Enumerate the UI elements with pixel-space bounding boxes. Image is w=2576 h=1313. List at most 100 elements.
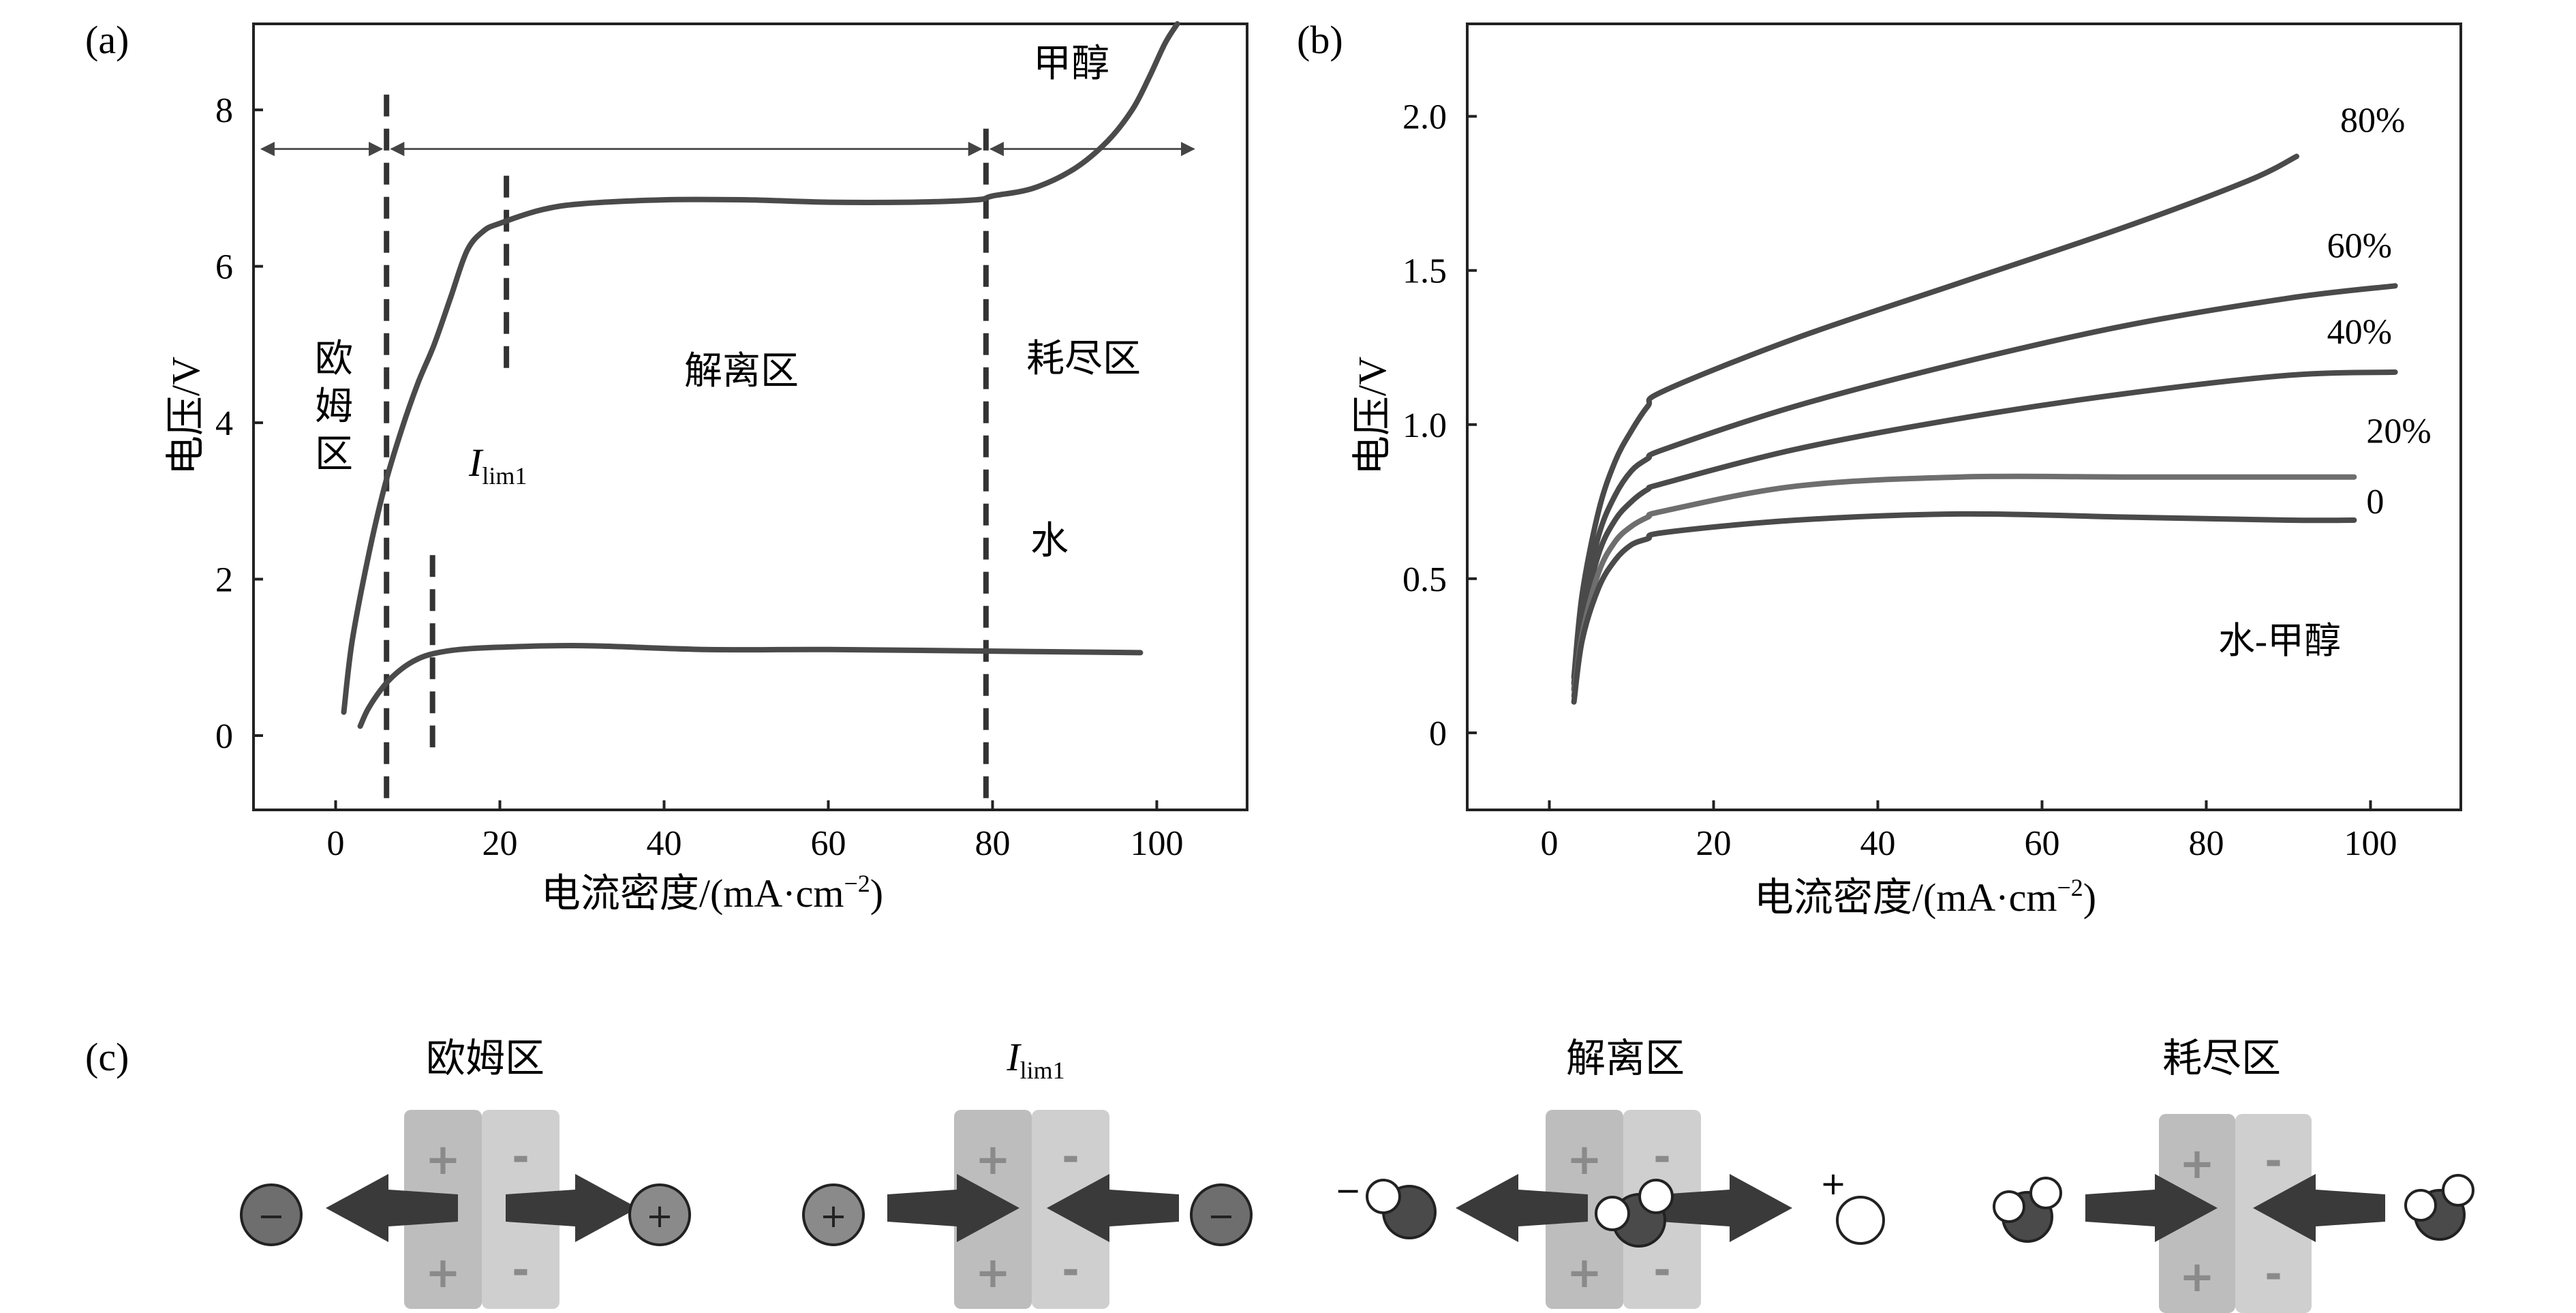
panel-a-axis-ticks: 0 20 40 60 80 100 0 2 4 6 8 — [215, 91, 1183, 863]
depletion-region-label: 耗尽区 — [1026, 338, 1141, 380]
panel-a-x-tick-label: 20 — [482, 824, 517, 863]
panel-b-axis-ticks: 0 20 40 60 80 100 0 0.5 1.0 1.5 2.0 — [1402, 98, 2397, 863]
panel-c: (c) 欧姆区 + + - - − + Ilim1 + + - - — [85, 1035, 2474, 1313]
panel-b-x-tick-label: 0 — [1540, 824, 1558, 863]
series-label-80pct: 80% — [2340, 101, 2405, 140]
panel-a-x-axis-label: 电流密度/(mA·cm−2) — [541, 870, 883, 916]
cation-sign: + — [820, 1197, 847, 1235]
series-line-methanol — [341, 21, 1180, 715]
panel-a-y-tick-label: 4 — [215, 404, 233, 443]
proton-sign: + — [1820, 1165, 1847, 1202]
series-label-40pct: 40% — [2327, 313, 2392, 352]
right-arrow — [1660, 1174, 1792, 1242]
panel-b-y-tick-label: 1.5 — [1402, 252, 1447, 291]
series-line-water — [357, 642, 1144, 729]
membrane-minus-bottom: - — [512, 1245, 530, 1295]
panel-b-y-tick-label: 1.0 — [1402, 406, 1447, 445]
panel-a-plot-frame — [252, 22, 1248, 811]
panel-b: (b) 0 20 40 60 80 100 0 0.5 1.0 1.5 2.0 80% 60% 40% 2… — [1297, 18, 2462, 920]
membrane-minus-top: - — [1653, 1132, 1671, 1181]
inward-arrow-right — [2253, 1174, 2385, 1242]
ilim1-label: Ilim1 — [468, 440, 527, 489]
panel-c-label: (c) — [85, 1035, 129, 1079]
membrane-minus-top: - — [2265, 1136, 2282, 1186]
ohmic-schematic-title: 欧姆区 — [426, 1036, 545, 1081]
panel-b-x-tick-label: 40 — [1860, 824, 1895, 863]
panel-a-x-tick-label: 0 — [326, 824, 344, 863]
methanol-curve-label: 甲醇 — [1033, 43, 1109, 85]
membrane-plus-bottom: + — [2179, 1252, 2215, 1301]
panel-b-series-labels: 80% 60% 40% 20% 0 — [2327, 101, 2432, 522]
panel-b-y-axis-label: 电压/V — [1350, 357, 1394, 475]
inward-arrow-left — [2085, 1174, 2218, 1242]
panel-b-label: (b) — [1297, 18, 1343, 62]
left-arrow — [1456, 1174, 1588, 1242]
panel-b-y-tick-label: 0 — [1429, 714, 1447, 753]
anion-sign: − — [1208, 1197, 1235, 1235]
panel-a-x-tick-label: 100 — [1130, 824, 1183, 863]
panel-a-label: (a) — [85, 18, 129, 62]
ohmic-region-char-3: 区 — [315, 434, 353, 476]
series-label-60pct: 60% — [2327, 226, 2392, 265]
panel-a-y-tick-label: 0 — [215, 717, 233, 756]
water-molecule-center — [1595, 1179, 1674, 1248]
panel-a-y-tick-label: 8 — [215, 91, 233, 130]
ohmic-schematic: 欧姆区 + + - - − + — [240, 1036, 691, 1309]
series-line-40pct — [1571, 369, 2398, 693]
panel-b-x-tick-label: 100 — [2344, 824, 2397, 863]
membrane-minus-bottom: - — [2265, 1249, 2282, 1299]
right-arrow — [506, 1174, 638, 1242]
panel-b-y-tick-label: 2.0 — [1402, 98, 1447, 137]
cation-circle — [628, 1183, 691, 1246]
panel-b-x-axis-label: 电流密度/(mA·cm−2) — [1754, 874, 2096, 920]
series-label-0: 0 — [2366, 483, 2384, 522]
series-line-0 — [1571, 511, 2357, 705]
cation-sign: + — [646, 1197, 673, 1235]
membrane-minus-top: - — [512, 1132, 530, 1181]
panel-a: (a) 0 20 40 60 80 100 0 2 4 6 8 电流密度/(mA·cm−2) 电压/… — [85, 18, 1248, 916]
panel-b-y-tick-label: 0.5 — [1402, 560, 1447, 599]
panel-b-x-tick-label: 60 — [2024, 824, 2059, 863]
panel-a-x-tick-label: 40 — [646, 824, 681, 863]
panel-a-x-tick-label: 60 — [810, 824, 846, 863]
series-label-20pct: 20% — [2366, 412, 2431, 451]
membrane-plus-bottom: + — [1567, 1248, 1602, 1297]
membrane-minus-bottom: - — [1062, 1245, 1079, 1295]
dissociation-schematic-title: 解离区 — [1566, 1036, 1685, 1081]
ilim1-schematic: Ilim1 + + - - + − — [802, 1035, 1253, 1309]
series-line-60pct — [1571, 283, 2398, 686]
membrane-plus-bottom: + — [425, 1248, 461, 1297]
water-molecule-right — [2404, 1174, 2474, 1241]
anion-circle — [1190, 1183, 1253, 1246]
dissociation-region-label: 解离区 — [684, 350, 799, 393]
membrane-minus-bottom: - — [1653, 1245, 1671, 1295]
membrane-plus-top: + — [425, 1134, 461, 1184]
membrane-minus-top: - — [1062, 1132, 1079, 1181]
panel-b-series — [1571, 153, 2398, 705]
panel-b-plot-frame — [1466, 22, 2462, 811]
inward-arrow-left — [887, 1174, 1019, 1242]
panel-a-y-axis-label: 电压/V — [164, 357, 208, 475]
membrane-plus-bottom: + — [975, 1248, 1011, 1297]
series-line-80pct — [1571, 153, 2299, 680]
water-methanol-annotation: 水-甲醇 — [2218, 620, 2341, 661]
membrane-plus-top: + — [1567, 1134, 1602, 1184]
hydroxide-ion — [1366, 1179, 1437, 1239]
anion-circle — [240, 1183, 303, 1246]
panel-a-y-tick-label: 6 — [215, 248, 233, 287]
anion-sign: − — [258, 1197, 285, 1235]
proton-circle — [1836, 1196, 1885, 1245]
ohmic-region-char-1: 欧 — [315, 338, 353, 380]
water-molecule-left — [1993, 1177, 2062, 1243]
ohmic-region-char-2: 姆 — [315, 386, 353, 428]
panel-a-y-tick-label: 2 — [215, 561, 233, 600]
cation-circle — [802, 1183, 865, 1246]
series-line-20pct — [1571, 473, 2357, 699]
panel-b-x-tick-label: 80 — [2188, 824, 2224, 863]
panel-a-x-tick-label: 80 — [975, 824, 1010, 863]
water-curve-label: 水 — [1030, 520, 1069, 562]
dissociation-schematic: 解离区 + + - - − + — [1335, 1036, 1885, 1309]
depletion-schematic: 耗尽区 + + - - — [1993, 1036, 2474, 1313]
inward-arrow-right — [1047, 1174, 1179, 1242]
